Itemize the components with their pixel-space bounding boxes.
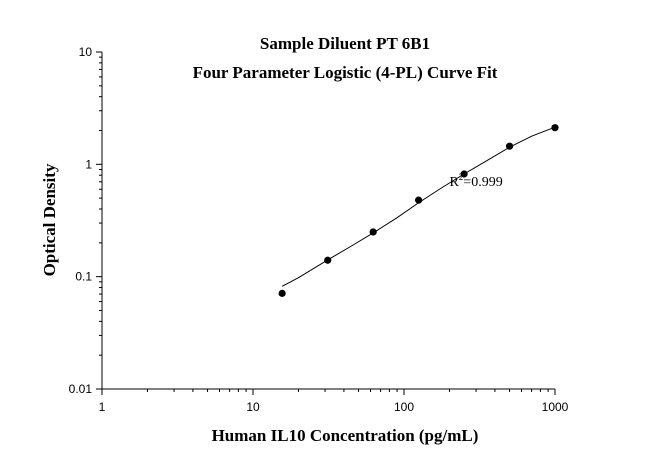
- y-tick-label: 1: [85, 157, 92, 171]
- data-point: [551, 124, 559, 132]
- data-points: [278, 124, 559, 297]
- data-point: [460, 170, 468, 178]
- x-tick-label: 10: [246, 400, 260, 414]
- r-squared-base: R: [449, 175, 459, 190]
- x-ticks: [101, 389, 556, 395]
- y-tick-label: 10: [79, 45, 93, 59]
- x-tick-labels: 1 10 100 1000: [99, 400, 569, 414]
- x-tick-label: 100: [394, 400, 414, 414]
- y-tick-label: 0.01: [69, 382, 93, 396]
- data-point: [278, 289, 286, 297]
- y-ticks: [96, 51, 102, 390]
- x-tick-label: 1: [99, 400, 106, 414]
- r-squared-annotation: R2=0.999: [449, 172, 502, 190]
- data-point: [505, 142, 514, 150]
- chart-title-line-1: Sample Diluent PT 6B1: [260, 34, 430, 53]
- x-axis-label: Human IL10 Concentration (pg/mL): [212, 426, 479, 445]
- chart-title-line-2: Four Parameter Logistic (4-PL) Curve Fit: [193, 63, 498, 82]
- data-point: [369, 228, 377, 236]
- y-tick-label: 0.1: [75, 270, 92, 284]
- fit-curve-line: [281, 126, 556, 287]
- r-squared-superscript: 2: [459, 172, 464, 182]
- data-point: [415, 196, 423, 204]
- y-tick-labels: 0.01 0.1 1 10: [69, 45, 93, 396]
- x-tick-label: 1000: [542, 400, 569, 414]
- axes: [101, 52, 555, 390]
- data-point: [324, 256, 332, 264]
- r-squared-value: =0.999: [463, 175, 502, 190]
- y-axis-label: Optical Density: [40, 163, 59, 276]
